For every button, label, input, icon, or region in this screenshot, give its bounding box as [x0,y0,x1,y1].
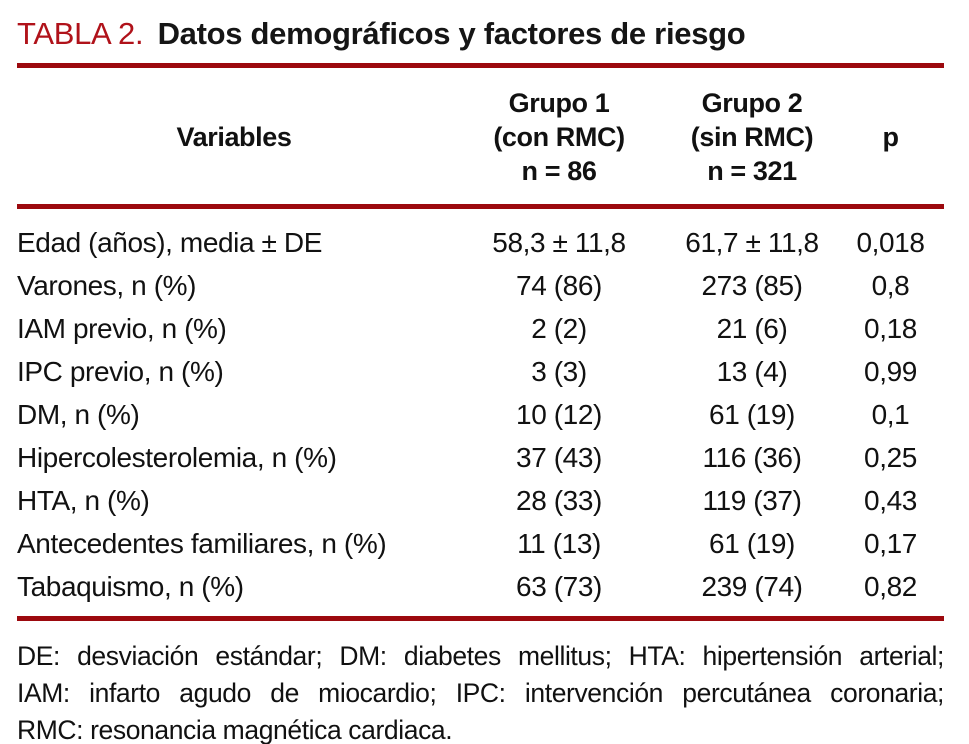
table-row: DM, n (%) 10 (12) 61 (19) 0,1 [17,393,944,436]
group1-condition: (con RMC) [493,122,625,152]
row-label: HTA, n (%) [17,485,150,516]
group2-value: 21 (6) [716,313,788,344]
group1-value: 3 (3) [531,356,587,387]
p-value: 0,1 [871,399,910,430]
demographics-table-body: Edad (años), media ± DE 58,3 ± 11,8 61,7… [17,209,944,616]
top-rule [17,63,944,68]
group2-value: 61 (19) [709,528,795,559]
row-label: Varones, n (%) [17,270,197,301]
group1-value: 2 (2) [531,313,587,344]
table-row: Edad (años), media ± DE 58,3 ± 11,8 61,7… [17,209,944,264]
p-value: 0,17 [864,528,917,559]
group1-value: 74 (86) [516,270,602,301]
bottom-rule [17,616,944,621]
p-value: 0,25 [864,442,917,473]
group1-name: Grupo 1 [508,88,610,118]
row-label: IAM previo, n (%) [17,313,227,344]
table-caption: Datos demográficos y factores de riesgo [157,16,746,51]
demographics-table: Variables Grupo 1 (con RMC) n = 86 Grupo… [17,68,944,204]
group2-value: 13 (4) [716,356,788,387]
p-value: 0,99 [864,356,917,387]
p-value: 0,018 [856,227,925,258]
group1-value: 37 (43) [516,442,602,473]
group1-n: n = 86 [521,156,597,186]
group2-n: n = 321 [707,156,797,186]
group2-value: 273 (85) [701,270,803,301]
table-number-label: TABLA 2. [17,16,144,51]
p-value: 0,43 [864,485,917,516]
group2-name: Grupo 2 [701,88,803,118]
table-row: IPC previo, n (%) 3 (3) 13 (4) 0,99 [17,350,944,393]
group1-value: 10 (12) [516,399,602,430]
abbreviations-footnote: DE: desviación estándar; DM: diabetes me… [17,638,944,744]
p-value: 0,18 [864,313,917,344]
row-label: IPC previo, n (%) [17,356,224,387]
header-group2: Grupo 2 (sin RMC) n = 321 [667,68,837,204]
table-row: IAM previo, n (%) 2 (2) 21 (6) 0,18 [17,307,944,350]
footnote-line: IAM: infarto agudo de miocardio; IPC: in… [17,678,944,708]
group2-value: 116 (36) [702,442,802,473]
header-group1: Grupo 1 (con RMC) n = 86 [451,68,667,204]
row-label: Edad (años), media ± DE [17,227,322,258]
table-body: Edad (años), media ± DE 58,3 ± 11,8 61,7… [17,209,944,616]
footnote-line: DE: desviación estándar; DM: diabetes me… [17,641,944,671]
header-rule [17,204,944,209]
group2-value: 61 (19) [709,399,795,430]
group1-value: 28 (33) [516,485,602,516]
group2-condition: (sin RMC) [690,122,814,152]
table-header: Variables Grupo 1 (con RMC) n = 86 Grupo… [17,68,944,204]
group1-value: 58,3 ± 11,8 [492,227,626,258]
table-title: TABLA 2. Datos demográficos y factores d… [17,12,944,56]
table-row: Hipercolesterolemia, n (%) 37 (43) 116 (… [17,436,944,479]
footnote-line: RMC: resonancia magnética cardiaca. [17,715,453,744]
group2-value: 61,7 ± 11,8 [685,227,819,258]
group2-value: 239 (74) [701,571,803,602]
header-p: p [882,121,899,152]
table-row: HTA, n (%) 28 (33) 119 (37) 0,43 [17,479,944,522]
row-label: Antecedentes familiares, n (%) [17,528,387,559]
group2-value: 119 (37) [702,485,802,516]
table-row: Varones, n (%) 74 (86) 273 (85) 0,8 [17,264,944,307]
p-value: 0,82 [864,571,917,602]
table-row: Tabaquismo, n (%) 63 (73) 239 (74) 0,82 [17,565,944,616]
group1-value: 63 (73) [516,571,602,602]
row-label: Tabaquismo, n (%) [17,571,244,602]
header-variables: Variables [176,121,292,152]
row-label: Hipercolesterolemia, n (%) [17,442,337,473]
p-value: 0,8 [871,270,910,301]
group1-value: 11 (13) [517,528,601,559]
table-row: Antecedentes familiares, n (%) 11 (13) 6… [17,522,944,565]
header-row: Variables Grupo 1 (con RMC) n = 86 Grupo… [17,68,944,204]
row-label: DM, n (%) [17,399,140,430]
